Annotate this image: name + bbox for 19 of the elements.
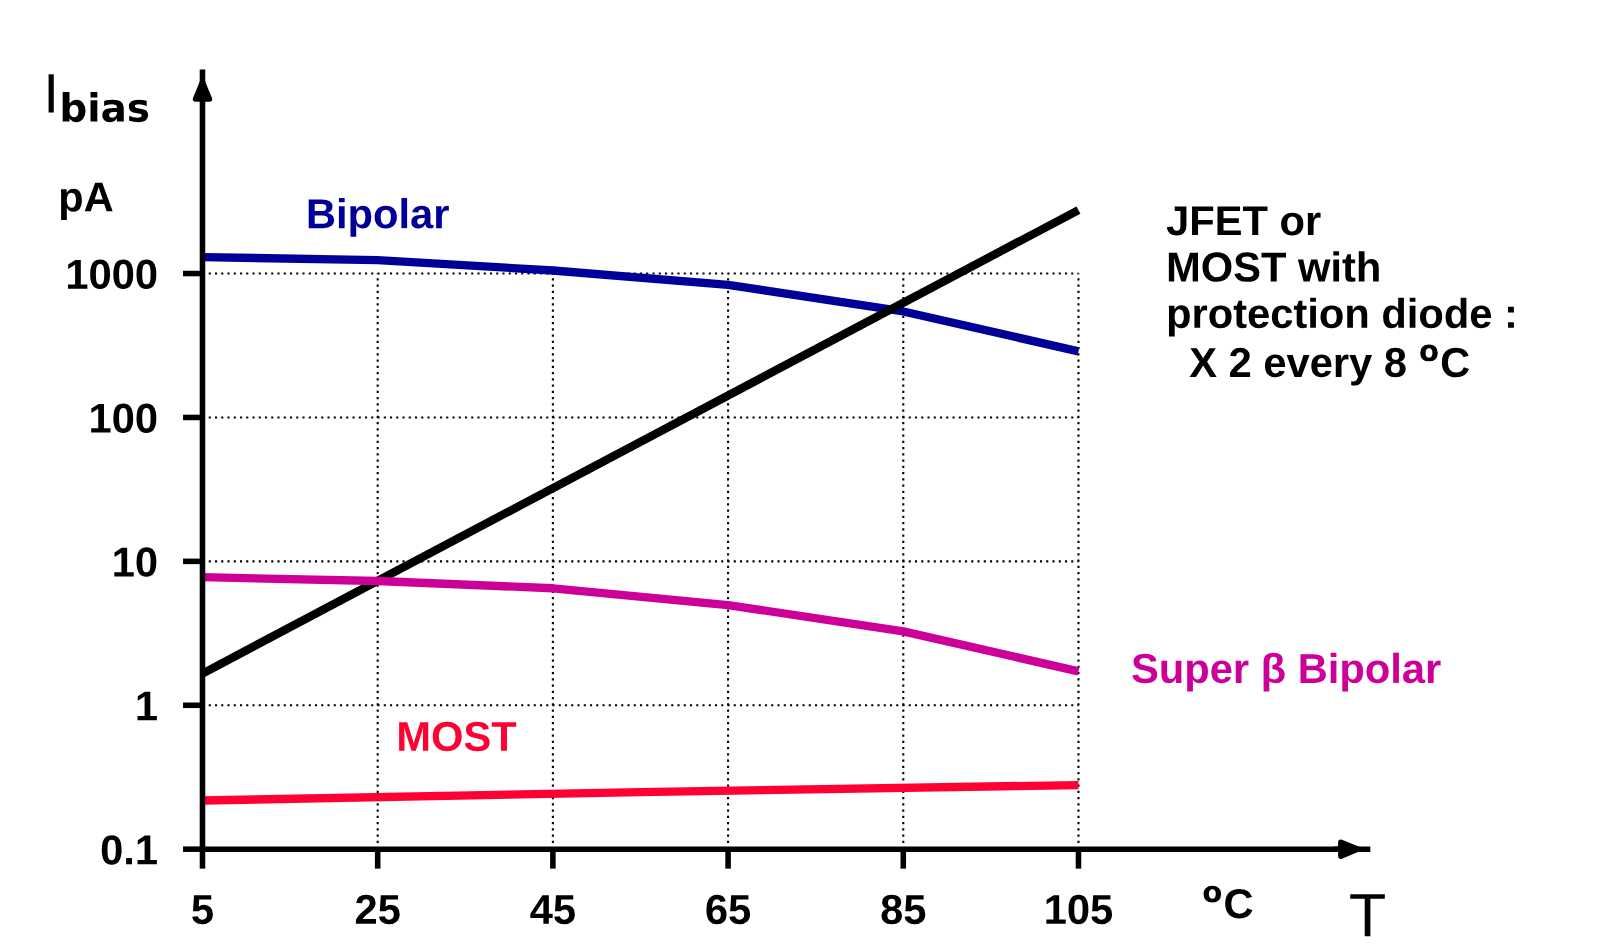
y-tick-label: 100 <box>91 403 157 433</box>
y-tick-label: 10 <box>114 547 157 577</box>
x-axis-title: T <box>1350 894 1385 937</box>
x-tick-label: 65 <box>706 894 751 925</box>
x-tick-label: 85 <box>881 894 926 925</box>
text: pA <box>60 182 113 220</box>
series-label: Super β Bipolar <box>1132 652 1441 692</box>
y-tick-label: 0.1 <box>101 835 157 865</box>
x-tick-label: 5 <box>192 895 213 925</box>
y-tick-label: 1 <box>137 691 157 721</box>
text: JFET or MOST with protection diode : X 2 every 8 $^{o}$C <box>1166 206 1514 386</box>
y-tick-label: 1000 <box>67 259 157 290</box>
series-label: MOST <box>399 721 517 752</box>
x-tick-label: 45 <box>530 895 575 925</box>
x-tick-label: 25 <box>355 894 400 925</box>
series-label: Bipolar <box>308 197 449 237</box>
text: $^{o}$C <box>1203 885 1253 919</box>
y-axis-title: I$_{bias}$ <box>48 74 149 123</box>
x-tick-label: 105 <box>1046 894 1113 925</box>
